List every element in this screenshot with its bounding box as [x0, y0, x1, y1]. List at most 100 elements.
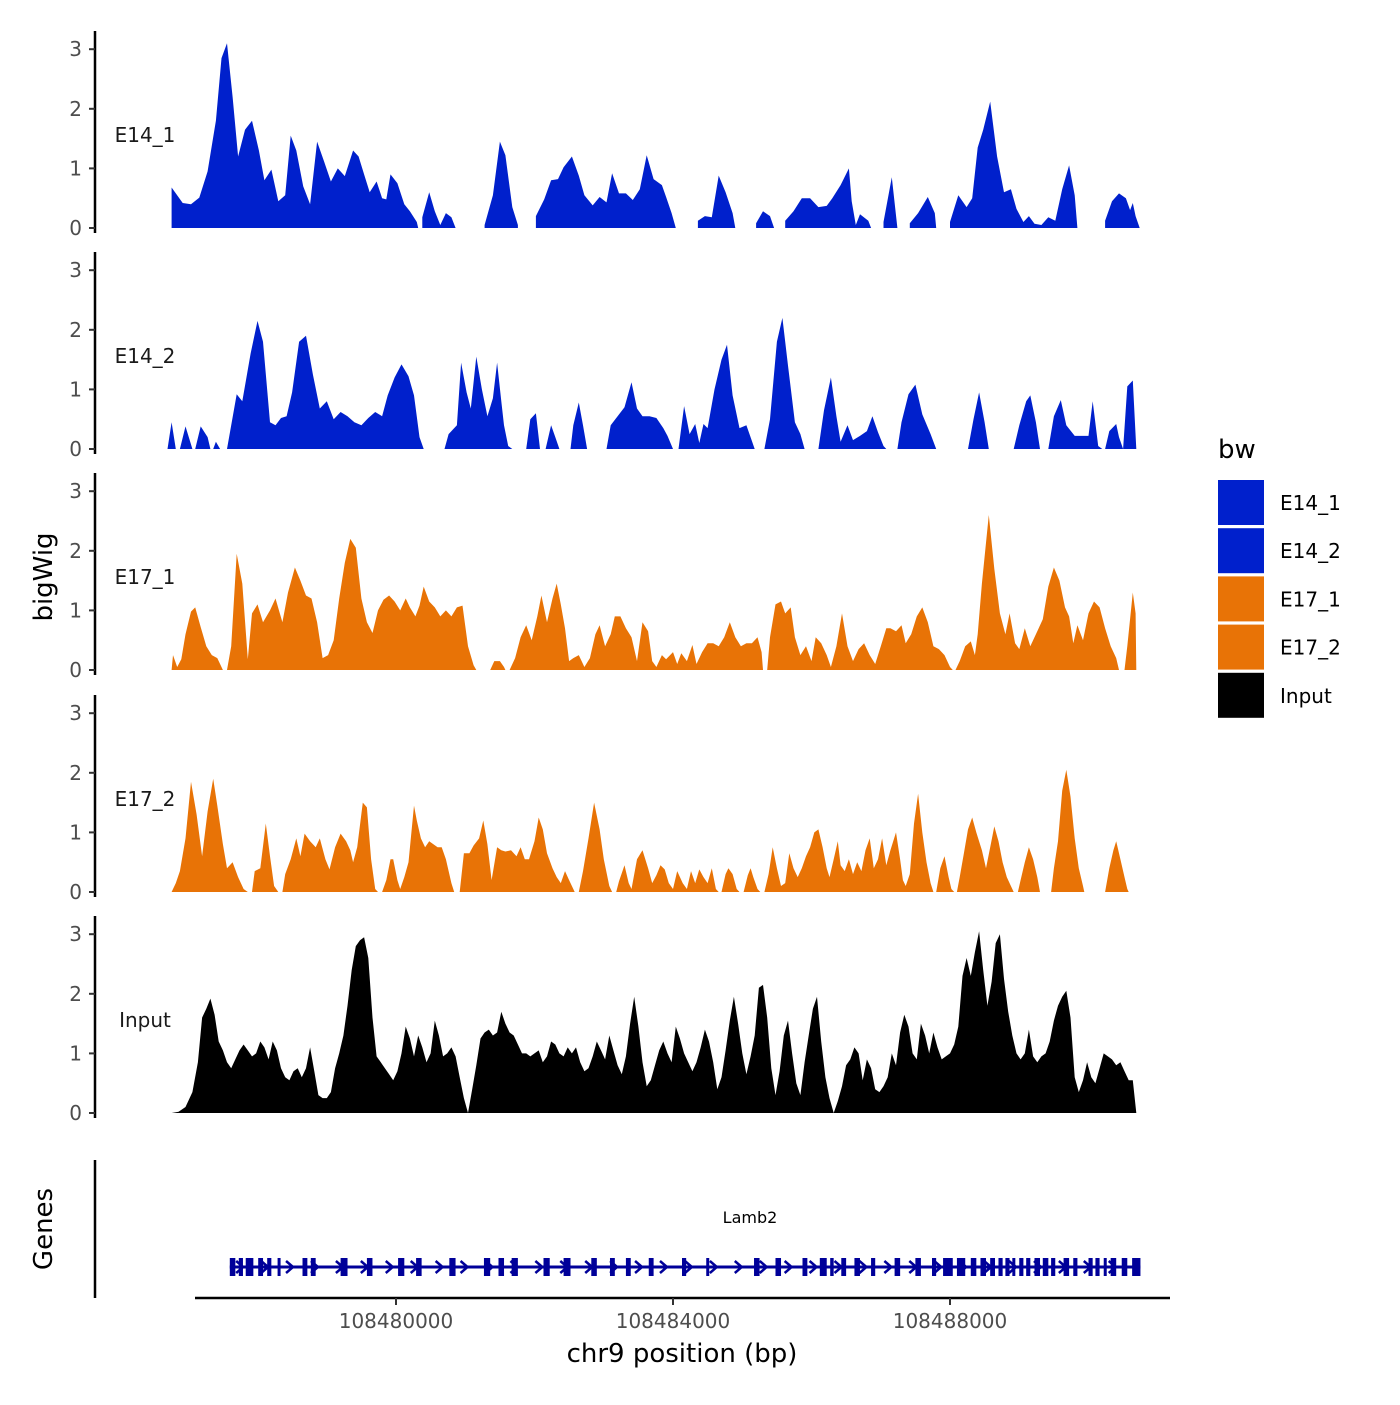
exon — [1034, 1258, 1041, 1276]
exon — [915, 1258, 921, 1276]
y-tick-label: 2 — [69, 97, 82, 121]
y-tick-label: 3 — [69, 701, 82, 725]
legend-item-e17-2: E17_2 — [1218, 624, 1341, 670]
y-tick-label: 0 — [69, 216, 82, 240]
exon — [366, 1258, 373, 1276]
tracks-layer: 0 1 2 3 E14_1 0 1 2 3 E14_2 0 1 2 3 E17_1 0 1 2 3 E17_2 0 1 2 3… — [69, 31, 1140, 1125]
exon — [970, 1258, 977, 1276]
strand-arrow — [858, 1260, 869, 1274]
legend-swatch — [1218, 528, 1264, 574]
track-input: 0 1 2 3 Input — [69, 916, 1137, 1125]
y-tick-label: 1 — [69, 598, 82, 622]
legend-label: E17_2 — [1280, 636, 1341, 660]
track-label: E14_2 — [115, 344, 176, 368]
gene-label: Lamb2 — [723, 1208, 778, 1227]
x-tick-label: 108488000 — [893, 1309, 1008, 1333]
y-tick-label: 1 — [69, 377, 82, 401]
exon — [543, 1258, 550, 1276]
track-label: E17_1 — [115, 565, 176, 589]
exon — [1103, 1258, 1107, 1276]
exon — [998, 1258, 1003, 1276]
exon — [802, 1258, 808, 1276]
exon — [483, 1258, 491, 1276]
strand-arrow — [808, 1260, 819, 1274]
exon — [1042, 1258, 1049, 1276]
track-label: E17_2 — [115, 787, 176, 811]
y-tick-label: 2 — [69, 982, 82, 1006]
exon — [258, 1258, 264, 1276]
coverage-area-e17-2 — [171, 769, 1129, 892]
exon — [277, 1258, 281, 1276]
legend-label: E14_2 — [1280, 539, 1341, 563]
coverage-area-e14-2 — [167, 317, 1137, 449]
exon — [1019, 1258, 1024, 1276]
legend-swatch — [1218, 672, 1264, 718]
y-tick-label: 3 — [69, 37, 82, 61]
exon — [1005, 1258, 1010, 1276]
exon — [229, 1258, 236, 1276]
track-label: E14_1 — [115, 123, 176, 147]
strand-arrow — [684, 1260, 694, 1274]
track-e14-1: 0 1 2 3 E14_1 — [69, 31, 1140, 240]
exon — [591, 1258, 597, 1276]
genes-axis-title: Genes — [29, 1188, 59, 1270]
exon — [1063, 1258, 1070, 1276]
strand-arrow — [883, 1260, 894, 1274]
legend-item-e17-1: E17_1 — [1218, 576, 1341, 622]
exon — [830, 1258, 834, 1276]
exon — [1012, 1258, 1016, 1276]
y-tick-label: 1 — [69, 1041, 82, 1065]
legend-swatch — [1218, 624, 1264, 670]
exon — [943, 1258, 953, 1276]
exon — [706, 1258, 710, 1276]
exon — [1132, 1258, 1141, 1276]
y-axis-title: bigWig — [29, 532, 59, 621]
exon — [340, 1258, 348, 1276]
exon — [775, 1258, 782, 1276]
legend-item-e14-2: E14_2 — [1218, 528, 1341, 574]
exon — [1026, 1258, 1031, 1276]
coverage-area-input — [171, 931, 1137, 1113]
x-axis-title: chr9 position (bp) — [567, 1339, 798, 1369]
exon — [854, 1258, 860, 1276]
legend: bw E14_1 E14_2 E17_1 E17_2 Input — [1218, 435, 1341, 718]
legend-item-e14-1: E14_1 — [1218, 480, 1341, 525]
exon — [871, 1258, 876, 1276]
strand-arrow — [634, 1260, 644, 1274]
strand-arrow — [733, 1260, 744, 1274]
y-tick-label: 3 — [69, 258, 82, 282]
strand-arrow — [285, 1260, 295, 1274]
exon — [625, 1258, 631, 1276]
track-label: Input — [119, 1008, 171, 1032]
exon — [1051, 1258, 1056, 1276]
legend-item-input: Input — [1218, 672, 1332, 718]
y-tick-label: 1 — [69, 156, 82, 180]
exon — [398, 1258, 405, 1276]
exon — [245, 1258, 254, 1276]
strand-arrow — [534, 1260, 545, 1274]
y-tick-label: 3 — [69, 479, 82, 503]
legend-swatch — [1218, 576, 1264, 622]
y-tick-label: 2 — [69, 318, 82, 342]
strand-arrow — [783, 1260, 794, 1274]
legend-label: E14_1 — [1280, 491, 1341, 515]
exon — [1088, 1258, 1093, 1276]
y-tick-label: 0 — [69, 437, 82, 461]
y-tick-label: 3 — [69, 922, 82, 946]
track-e17-2: 0 1 2 3 E17_2 — [69, 695, 1129, 904]
track-e17-1: 0 1 2 3 E17_1 — [69, 473, 1137, 682]
exon — [302, 1258, 308, 1276]
exon — [1121, 1258, 1128, 1276]
strand-arrow — [659, 1260, 669, 1274]
exon — [563, 1258, 571, 1276]
exon — [1095, 1258, 1100, 1276]
exon — [1073, 1258, 1078, 1276]
legend-title: bw — [1218, 435, 1256, 465]
exon — [511, 1258, 518, 1276]
strand-arrow — [933, 1260, 944, 1274]
strand-arrow — [709, 1260, 719, 1274]
strand-arrow — [434, 1260, 445, 1274]
y-tick-label: 1 — [69, 820, 82, 844]
x-axis: chr9 position (bp) 108480000 108484000 108… — [195, 1296, 1170, 1369]
